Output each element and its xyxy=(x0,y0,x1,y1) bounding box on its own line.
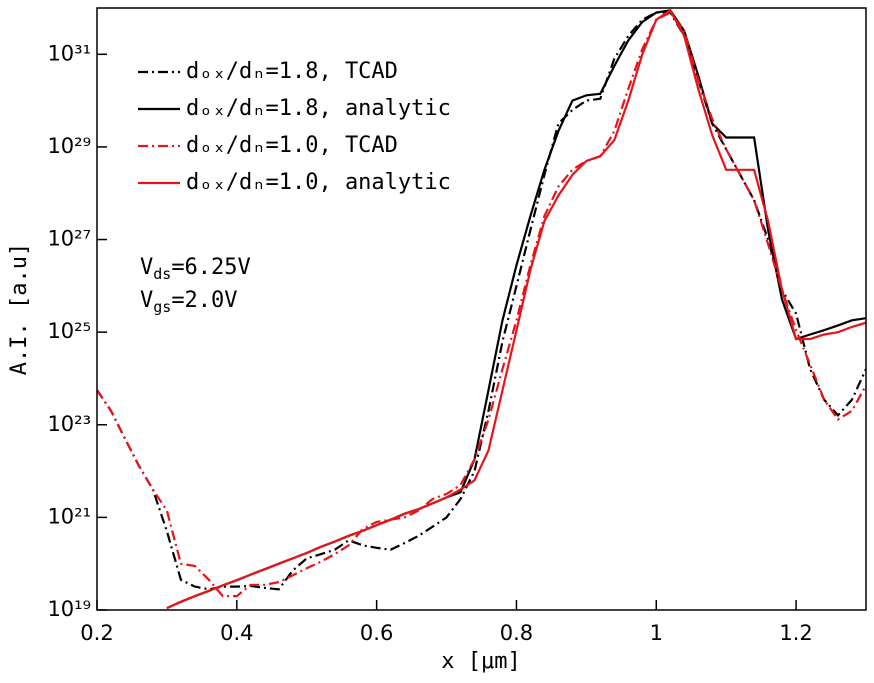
x-tick-label: 0.6 xyxy=(360,621,393,645)
legend-label: dₒₓ/dₙ=1.8, analytic xyxy=(186,96,451,121)
annotation: Vds=6.25V xyxy=(140,255,251,283)
y-tick-label: 10²³ xyxy=(47,412,91,436)
annotation-part: ds xyxy=(153,265,171,283)
legend-label: dₒₓ/dₙ=1.0, TCAD xyxy=(186,133,398,158)
legend-label: dₒₓ/dₙ=1.0, analytic xyxy=(186,170,451,195)
x-tick-label: 1.2 xyxy=(779,621,812,645)
x-tick-label: 1 xyxy=(650,621,663,645)
legend-label: dₒₓ/dₙ=1.8, TCAD xyxy=(186,59,398,84)
annotation-part: V xyxy=(140,255,153,280)
annotation-part: gs xyxy=(153,298,171,316)
y-axis-label: A.I. [a.u] xyxy=(7,243,32,375)
y-tick-label: 10²⁷ xyxy=(47,227,91,251)
series-line xyxy=(166,8,866,610)
x-tick-label: 0.4 xyxy=(220,621,253,645)
annotation: Vgs=2.0V xyxy=(140,288,238,316)
y-tick-label: 10¹⁹ xyxy=(47,597,91,621)
y-tick-label: 10²¹ xyxy=(47,504,91,528)
x-tick-label: 0.8 xyxy=(500,621,533,645)
annotation-part: =6.25V xyxy=(171,255,250,280)
annotation-part: =2.0V xyxy=(171,288,237,313)
x-tick-label: 0.2 xyxy=(80,621,113,645)
y-tick-label: 10²⁹ xyxy=(47,134,91,158)
y-tick-label: 10³¹ xyxy=(47,41,91,65)
x-axis-label: x [μm] xyxy=(441,649,520,674)
y-tick-label: 10²⁵ xyxy=(47,319,91,343)
annotation-part: V xyxy=(140,288,153,313)
plot-frame xyxy=(96,7,867,611)
